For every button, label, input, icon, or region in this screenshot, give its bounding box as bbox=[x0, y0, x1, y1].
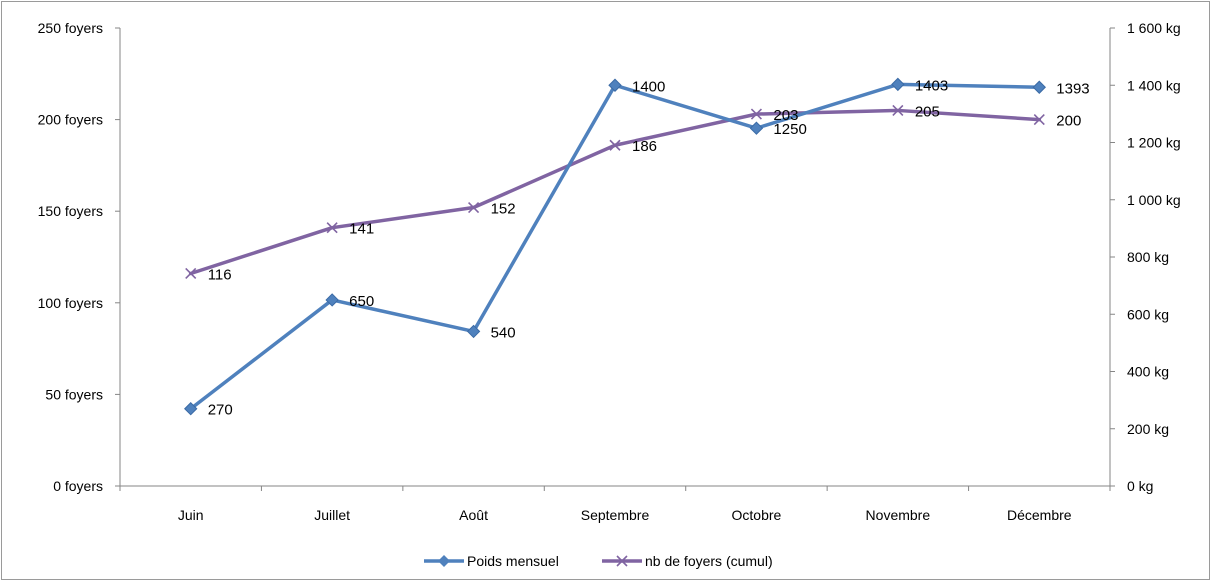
left-tick-label: 50 foyers bbox=[45, 386, 103, 402]
poids-mensuel-marker bbox=[891, 77, 905, 92]
right-tick-label: 1 400 kg bbox=[1127, 77, 1181, 93]
x-tick-label: Octobre bbox=[732, 507, 782, 523]
poids-mensuel-marker bbox=[184, 402, 198, 416]
axes: 0 foyers 50 foyers 100 foyers 150 foyers 200… bbox=[38, 20, 1181, 523]
poids-mensuel-marker bbox=[1032, 80, 1046, 94]
nb-foyers-marker bbox=[1033, 114, 1045, 126]
poids-mensuel-marker bbox=[466, 324, 481, 339]
poids-mensuel-data-label: 540 bbox=[491, 324, 516, 341]
right-tick-label: 400 kg bbox=[1127, 364, 1169, 380]
left-tick-label: 150 foyers bbox=[38, 203, 103, 219]
x-tick-label: Novembre bbox=[866, 507, 931, 523]
right-tick-label: 200 kg bbox=[1127, 421, 1169, 437]
nb-foyers-marker bbox=[185, 267, 197, 280]
x-tick-label: Septembre bbox=[581, 507, 650, 523]
left-tick-label: 250 foyers bbox=[38, 20, 103, 36]
right-tick-label: 600 kg bbox=[1127, 306, 1169, 322]
right-tick-label: 800 kg bbox=[1127, 249, 1169, 265]
nb-foyers-data-label: 141 bbox=[349, 221, 374, 238]
x-tick-label: Décembre bbox=[1007, 507, 1072, 523]
data-labels: 116 141 152 186 203 205 200 270 650 540 1400 1250 14… bbox=[208, 77, 1090, 418]
poids-mensuel-data-label: 1250 bbox=[773, 121, 806, 138]
legend-label-poids-mensuel: Poids mensuel bbox=[467, 553, 559, 569]
nb-foyers-data-label: 152 bbox=[491, 201, 516, 218]
poids-mensuel-data-label: 650 bbox=[349, 293, 374, 310]
poids-mensuel-data-label: 1393 bbox=[1056, 80, 1089, 97]
nb-foyers-marker bbox=[468, 201, 480, 214]
poids-mensuel-data-label: 270 bbox=[208, 402, 233, 419]
poids-mensuel-data-label: 1403 bbox=[915, 77, 948, 94]
right-tick-label: 1 200 kg bbox=[1127, 135, 1181, 151]
poids-mensuel-marker bbox=[325, 293, 339, 307]
right-tick-label: 0 kg bbox=[1127, 478, 1153, 494]
x-tick-label: Août bbox=[459, 507, 488, 523]
nb-foyers-data-label: 186 bbox=[632, 138, 657, 155]
legend-label-nb-foyers: nb de foyers (cumul) bbox=[645, 553, 773, 569]
legend-marker-poids-mensuel bbox=[438, 555, 450, 567]
legend: Poids mensuel nb de foyers (cumul) bbox=[424, 553, 773, 569]
nb-foyers-marker bbox=[892, 104, 904, 117]
nb-foyers-marker bbox=[750, 108, 762, 120]
poids-mensuel-data-label: 1400 bbox=[632, 78, 665, 95]
x-tick-label: Juillet bbox=[314, 507, 350, 523]
right-tick-label: 1 600 kg bbox=[1127, 20, 1181, 36]
left-tick-label: 100 foyers bbox=[38, 295, 103, 311]
left-tick-label: 200 foyers bbox=[38, 112, 103, 128]
series-layer bbox=[184, 77, 1046, 416]
nb-foyers-data-label: 116 bbox=[208, 266, 232, 283]
nb-foyers-data-label: 200 bbox=[1056, 113, 1081, 130]
poids-mensuel-marker bbox=[749, 121, 764, 135]
left-tick-label: 0 foyers bbox=[53, 478, 103, 494]
x-tick-label: Juin bbox=[178, 507, 204, 523]
nb-foyers-marker bbox=[326, 222, 338, 234]
nb-foyers-marker bbox=[609, 139, 621, 151]
nb-foyers-data-label: 205 bbox=[915, 103, 940, 120]
poids-mensuel-marker bbox=[608, 78, 622, 92]
legend-marker-nb-foyers bbox=[616, 555, 628, 567]
right-tick-label: 1 000 kg bbox=[1127, 192, 1181, 208]
nb-foyers-data-label: 203 bbox=[773, 107, 798, 124]
